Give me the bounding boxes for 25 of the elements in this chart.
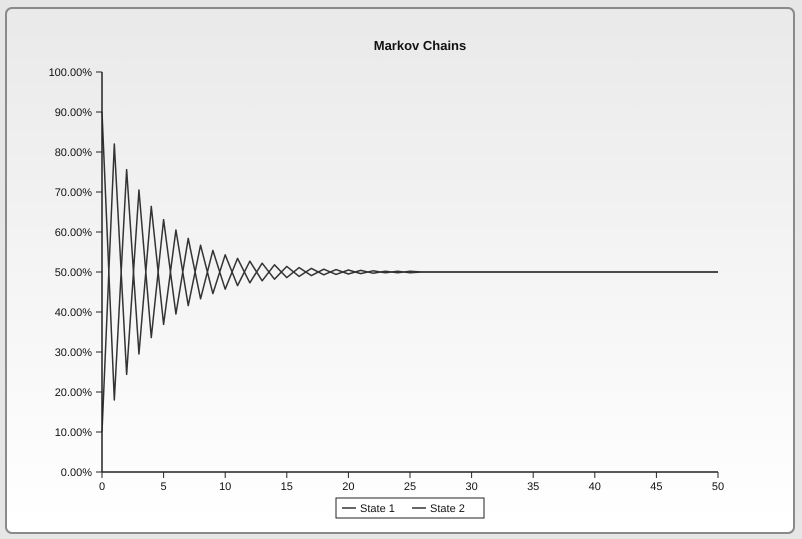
x-tick-label: 0 [98, 481, 106, 493]
x-tick-label: 40 [588, 481, 601, 493]
y-tick-label: 50.00% [54, 266, 92, 279]
x-tick-label: 20 [342, 481, 355, 493]
chart-title: Markov Chains [374, 38, 466, 53]
y-tick-label: 90.00% [54, 106, 92, 119]
x-tick-label: 35 [527, 481, 540, 493]
y-tick-label: 100.00% [48, 66, 92, 79]
y-tick-label: 10.00% [54, 426, 92, 439]
x-tick-label: 15 [280, 481, 293, 493]
legend-label: State 1 [360, 502, 395, 515]
y-tick-label: 80.00% [54, 146, 92, 159]
legend-label: State 2 [430, 502, 465, 515]
x-tick-label: 45 [650, 481, 663, 493]
x-tick-label: 5 [160, 481, 167, 493]
y-tick-label: 70.00% [54, 186, 92, 199]
x-tick-label: 10 [219, 481, 232, 493]
y-tick-label: 20.00% [54, 386, 92, 399]
y-tick-label: 40.00% [54, 306, 92, 319]
y-tick-label: 60.00% [54, 226, 92, 239]
x-tick-label: 30 [465, 481, 478, 493]
x-tick-label: 25 [404, 481, 416, 493]
y-tick-label: 30.00% [54, 346, 92, 359]
y-tick-label: 0.00% [60, 466, 92, 479]
x-tick-label: 50 [712, 481, 724, 493]
